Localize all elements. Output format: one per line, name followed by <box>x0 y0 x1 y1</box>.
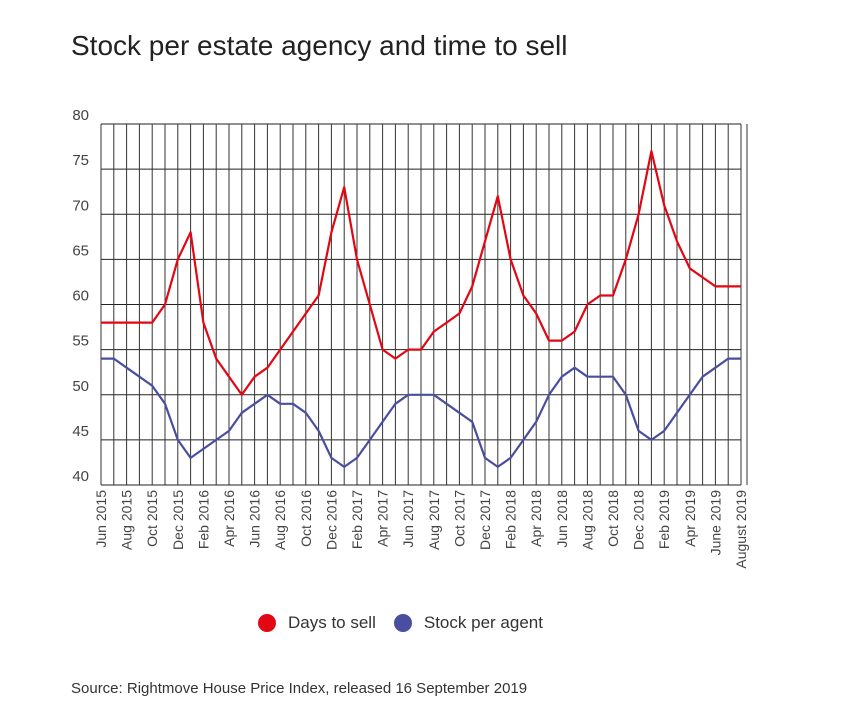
x-tick-label: Oct 2018 <box>605 490 621 547</box>
x-tick-label: Aug 2018 <box>579 490 595 550</box>
x-tick-label: Oct 2015 <box>144 490 160 547</box>
y-tick-label: 55 <box>72 333 89 350</box>
legend-item-days-to-sell[interactable]: Days to sell <box>258 613 376 633</box>
source-note: Source: Rightmove House Price Index, rel… <box>71 680 528 697</box>
x-tick-label: Dec 2016 <box>323 490 339 550</box>
chart-title: Stock per estate agency and time to sell <box>71 30 568 61</box>
x-tick-label: Aug 2017 <box>426 490 442 550</box>
series-lines <box>100 150 742 468</box>
chart-grid <box>100 123 748 486</box>
x-tick-label: Dec 2017 <box>477 490 493 550</box>
x-tick-label: Dec 2018 <box>631 490 647 550</box>
series-line-stock-per-agent <box>101 357 741 468</box>
legend-swatch-stock-per-agent <box>393 614 412 632</box>
x-tick-label: Apr 2019 <box>682 490 698 547</box>
x-tick-label: Apr 2016 <box>221 490 237 547</box>
legend: Days to sell Stock per agent <box>258 610 561 636</box>
series-line-days-to-sell <box>101 150 741 396</box>
x-tick-label: Jun 2015 <box>93 490 109 548</box>
x-tick-label: Aug 2015 <box>119 490 135 550</box>
x-tick-label: June 2019 <box>707 490 723 556</box>
x-tick-label: Feb 2016 <box>195 490 211 549</box>
line-chart: 40 45 50 55 60 65 70 75 80 Jun 2015 Aug 2015 Oct 2… <box>72 107 749 569</box>
y-tick-label: 60 <box>72 288 89 305</box>
y-axis-ticks: 40 45 50 55 60 65 70 75 80 <box>72 107 89 485</box>
legend-label-stock-per-agent: Stock per agent <box>423 613 543 632</box>
y-tick-label: 70 <box>72 197 89 214</box>
y-tick-label: 40 <box>72 468 89 485</box>
y-tick-label: 75 <box>72 152 89 169</box>
x-tick-label: Aug 2016 <box>272 490 288 550</box>
x-tick-label: Apr 2017 <box>375 490 391 547</box>
y-tick-label: 45 <box>72 423 89 440</box>
x-tick-label: Jun 2016 <box>247 490 263 548</box>
y-tick-label: 50 <box>72 378 89 395</box>
y-tick-label: 80 <box>72 107 89 124</box>
x-tick-label: August 2019 <box>733 490 749 569</box>
legend-item-stock-per-agent[interactable]: Stock per agent <box>393 613 543 633</box>
x-tick-label: Jun 2018 <box>554 490 570 548</box>
x-tick-label: Jun 2017 <box>400 490 416 548</box>
x-tick-label: Feb 2018 <box>503 490 519 549</box>
x-tick-label: Oct 2017 <box>451 490 467 547</box>
x-tick-label: Feb 2019 <box>656 490 672 549</box>
x-tick-label: Oct 2016 <box>298 490 314 547</box>
legend-swatch-days-to-sell <box>258 614 276 632</box>
x-tick-label: Apr 2018 <box>528 490 544 547</box>
legend-label-days-to-sell: Days to sell <box>288 613 376 632</box>
x-tick-label: Dec 2015 <box>170 490 186 550</box>
y-tick-label: 65 <box>72 242 89 259</box>
x-tick-label: Feb 2017 <box>349 490 365 549</box>
x-axis-ticks: Jun 2015 Aug 2015 Oct 2015 Dec 2015 Feb 2016… <box>93 490 749 569</box>
